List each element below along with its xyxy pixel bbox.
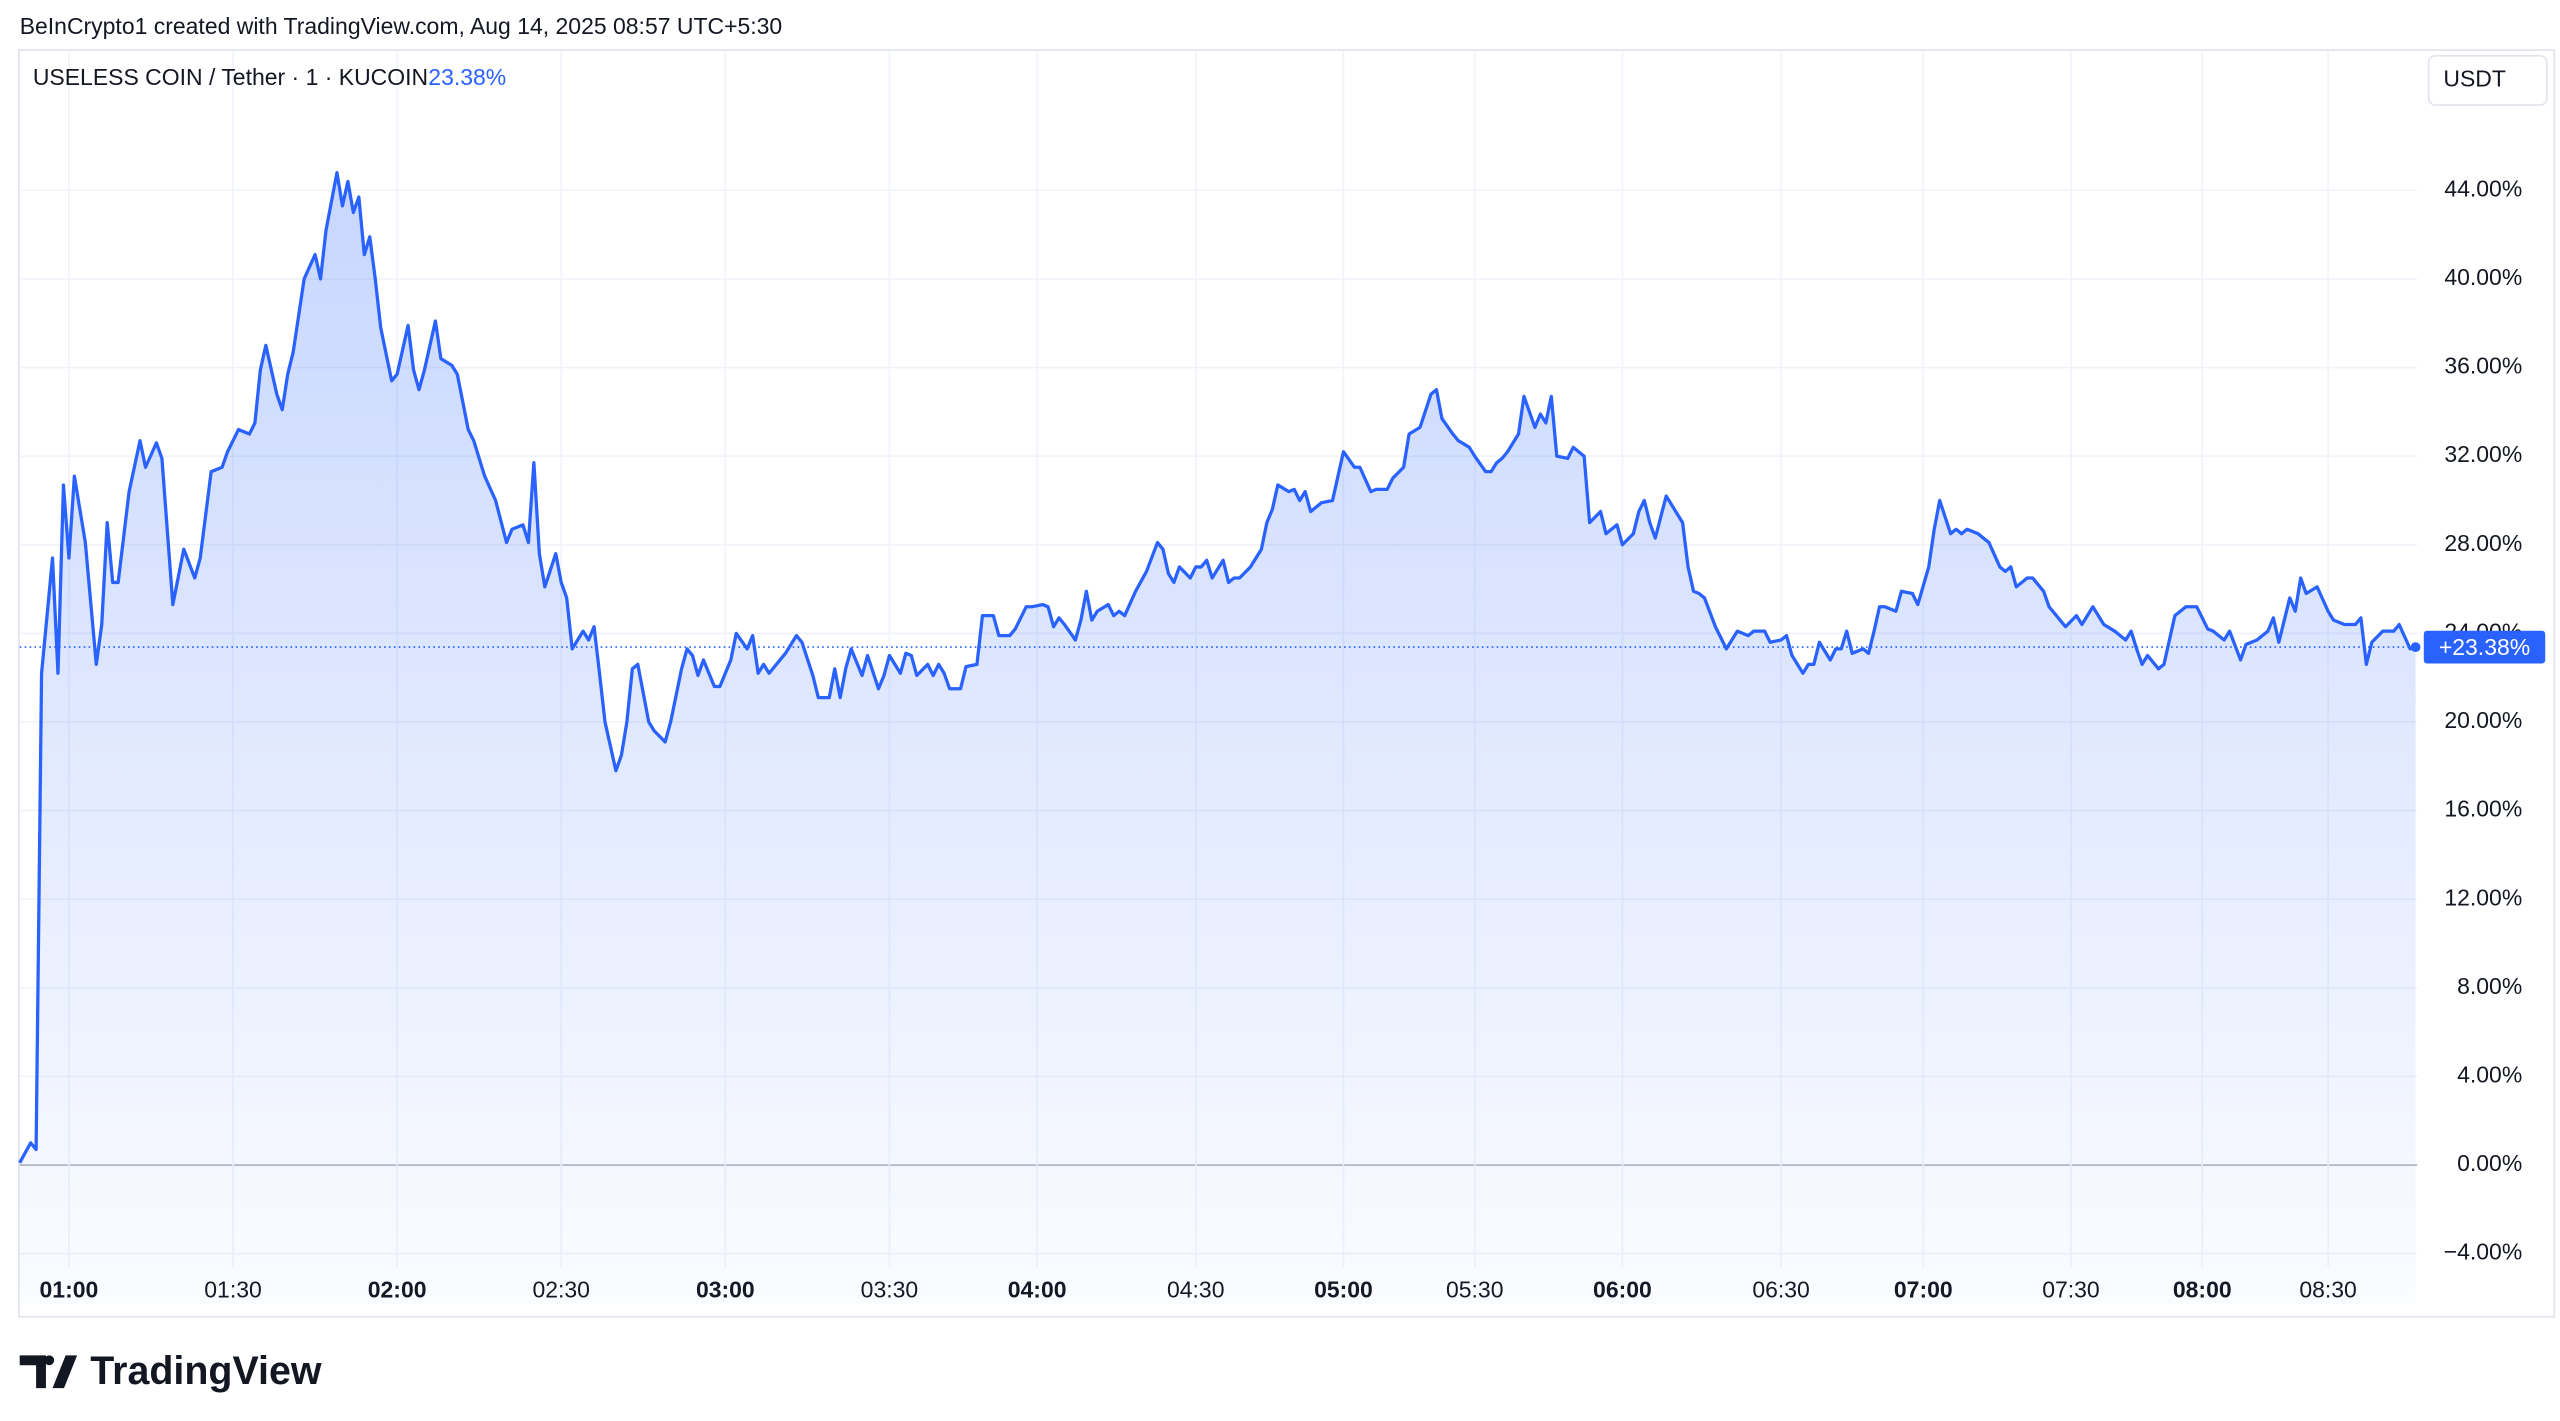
y-tick-label: 28.00% — [2444, 530, 2522, 556]
pane-border — [18, 49, 2556, 1318]
y-tick-label: 40.00% — [2444, 264, 2522, 290]
y-tick-label: 4.00% — [2457, 1061, 2522, 1087]
logo-text: TradingView — [90, 1349, 322, 1393]
tradingview-logo: TradingView — [19, 1349, 322, 1393]
y-tick-label: 0.00% — [2457, 1150, 2522, 1176]
currency[interactable]: USDT — [2443, 65, 2506, 91]
currency-button[interactable] — [2427, 54, 2548, 106]
y-tick-label: 36.00% — [2444, 353, 2522, 379]
y-tick-label: −4.00% — [2444, 1239, 2523, 1265]
symbol-change: 23.38% — [428, 64, 506, 90]
last-price-tag — [2423, 630, 2546, 664]
last-price-label: +23.38% — [2439, 634, 2530, 660]
price-line — [18, 170, 2417, 1164]
credit: BeInCrypto1 created with TradingView.com… — [20, 13, 783, 39]
area-fill — [19, 172, 2416, 1305]
y-tick-label: 16.00% — [2444, 796, 2522, 822]
symbol: USELESS COIN / Tether · 1 · KUCOIN — [33, 64, 428, 90]
y-tick-label: 12.00% — [2444, 884, 2522, 910]
y-tick-label: 20.00% — [2444, 707, 2522, 733]
plot-area: −4.00% 0.00% 4.00% 8.00% 12.00% 16.00% 20.00% 2… — [18, 50, 2546, 1305]
y-tick-label: 44.00% — [2444, 175, 2522, 201]
y-tick-label: 8.00% — [2457, 973, 2522, 999]
y-tick-label: 32.00% — [2444, 441, 2522, 467]
last-point — [2410, 642, 2421, 653]
